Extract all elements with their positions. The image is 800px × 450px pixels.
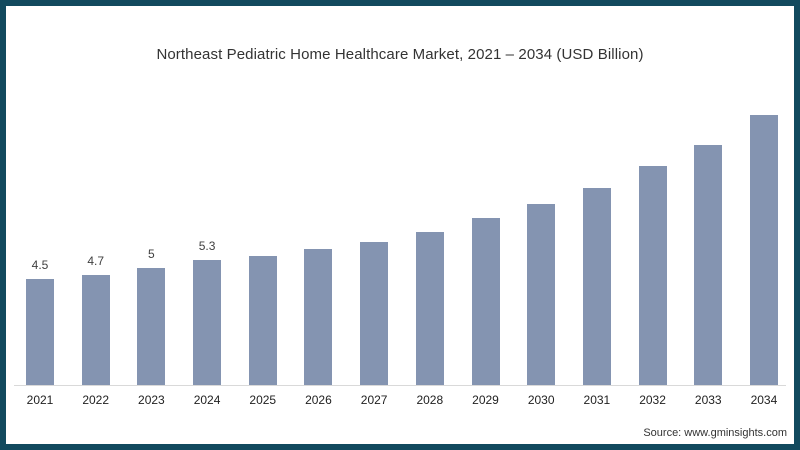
x-tick-2022: 2022 [82,393,110,407]
bar-column-2029: 2029 [471,93,500,407]
x-tick-2023: 2023 [138,393,165,407]
bar-column-2032: 2032 [638,93,667,407]
value-label-2022: 4.7 [87,253,105,268]
bar-2026 [304,248,333,385]
bar-column-2026: 2026 [304,93,333,407]
bar-2028 [415,232,444,385]
bar-2030 [527,204,556,385]
x-tick-2028: 2028 [416,393,444,407]
bar-column-2022: 4.7 2022 [81,93,110,407]
bar-2027 [360,241,389,385]
bar-column-2023: 5 2023 [137,93,166,407]
x-tick-2034: 2034 [750,393,778,407]
bar-2024 [193,260,222,385]
x-tick-2021: 2021 [26,393,54,407]
x-tick-2030: 2030 [527,393,555,407]
bar-column-2021: 4.5 2021 [26,93,54,407]
x-tick-2026: 2026 [305,393,332,407]
bar-2023 [137,267,166,385]
bar-column-2028: 2028 [415,93,444,407]
x-tick-2031: 2031 [583,393,611,407]
x-tick-2033: 2033 [694,393,722,407]
chart-title: Northeast Pediatric Home Healthcare Mark… [156,46,644,63]
x-tick-2032: 2032 [639,393,666,407]
bar-2029 [471,218,500,385]
bar-2033 [694,145,723,385]
source-credit: Source: www.gminsights.com [643,427,787,439]
x-tick-2025: 2025 [249,393,277,407]
bar-2032 [638,166,667,385]
bar-2025 [248,255,277,385]
value-label-2023: 5 [148,246,155,261]
bar-2022 [81,274,110,385]
x-axis-line [14,385,786,386]
x-tick-2024: 2024 [193,393,221,407]
bar-chart: 4.5 2021 4.7 2022 5 2023 5.3 2024 2025 2026 2027 20… [26,93,778,407]
bar-column-2034: 2034 [749,93,778,407]
bar-column-2033: 2033 [694,93,723,407]
bar-column-2027: 2027 [360,93,389,407]
x-tick-2027: 2027 [360,393,388,407]
value-label-2024: 5.3 [198,239,216,254]
bar-2021 [26,279,54,385]
bar-column-2024: 5.3 2024 [193,93,222,407]
x-tick-2029: 2029 [472,393,499,407]
value-label-2021: 4.5 [31,258,49,273]
bar-2031 [582,187,611,385]
bar-column-2025: 2025 [248,93,277,407]
bar-column-2030: 2030 [527,93,556,407]
bar-column-2031: 2031 [582,93,611,407]
bar-2034 [749,114,778,385]
